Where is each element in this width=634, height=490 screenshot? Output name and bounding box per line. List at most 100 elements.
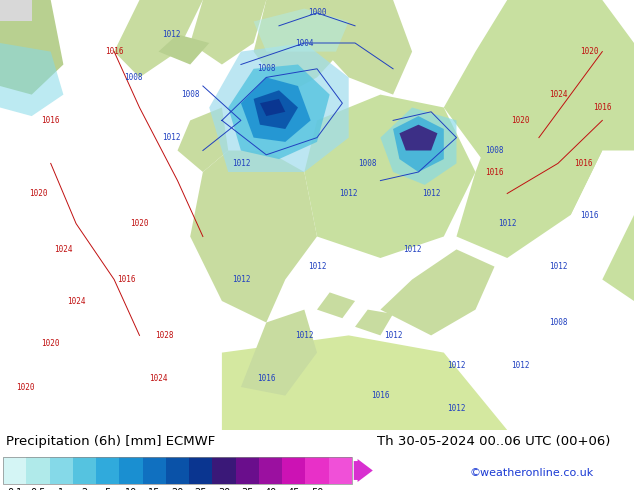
Polygon shape <box>158 34 209 65</box>
Text: 1008: 1008 <box>181 90 200 99</box>
Polygon shape <box>241 77 311 142</box>
Text: Th 30-05-2024 00..06 UTC (00+06): Th 30-05-2024 00..06 UTC (00+06) <box>377 435 611 448</box>
Bar <box>282 457 306 484</box>
Text: 1012: 1012 <box>162 30 181 39</box>
Bar <box>189 457 212 484</box>
Text: 25: 25 <box>195 488 207 490</box>
Polygon shape <box>380 249 495 335</box>
Bar <box>166 457 189 484</box>
Text: 1016: 1016 <box>485 168 504 176</box>
Text: 1020: 1020 <box>580 47 599 56</box>
Bar <box>212 457 236 484</box>
Text: 1012: 1012 <box>307 262 327 271</box>
Text: 1012: 1012 <box>384 331 403 340</box>
Text: 1024: 1024 <box>67 296 86 305</box>
Polygon shape <box>222 335 507 430</box>
Bar <box>3 457 27 484</box>
Text: 1028: 1028 <box>155 331 174 340</box>
Text: 0.1: 0.1 <box>7 488 22 490</box>
Text: ©weatheronline.co.uk: ©weatheronline.co.uk <box>469 468 593 478</box>
Polygon shape <box>178 107 228 172</box>
Bar <box>73 457 96 484</box>
Text: 1024: 1024 <box>548 90 567 99</box>
Polygon shape <box>190 150 317 322</box>
Text: 1016: 1016 <box>580 211 599 220</box>
Bar <box>236 457 259 484</box>
Text: 1012: 1012 <box>231 159 250 168</box>
Polygon shape <box>602 215 634 301</box>
Text: 1016: 1016 <box>105 47 124 56</box>
Text: 2: 2 <box>81 488 87 490</box>
Text: 1012: 1012 <box>162 133 181 142</box>
Text: 1020: 1020 <box>29 189 48 198</box>
Polygon shape <box>0 43 63 116</box>
Polygon shape <box>241 310 317 395</box>
Bar <box>259 457 282 484</box>
Polygon shape <box>114 0 203 77</box>
Text: 1004: 1004 <box>295 39 314 48</box>
Bar <box>328 457 352 484</box>
Text: 1020: 1020 <box>510 116 529 125</box>
Text: 1016: 1016 <box>41 116 60 125</box>
Text: 15: 15 <box>148 488 160 490</box>
Polygon shape <box>399 124 437 150</box>
Text: 1008: 1008 <box>358 159 377 168</box>
Text: 1020: 1020 <box>130 219 149 228</box>
Polygon shape <box>228 65 330 159</box>
Text: 50: 50 <box>311 488 323 490</box>
Text: 1: 1 <box>58 488 64 490</box>
Text: 20: 20 <box>171 488 184 490</box>
Text: 5: 5 <box>105 488 111 490</box>
FancyArrow shape <box>354 459 373 482</box>
Text: 1012: 1012 <box>422 189 441 198</box>
Text: Precipitation (6h) [mm] ECMWF: Precipitation (6h) [mm] ECMWF <box>6 435 216 448</box>
Text: 1012: 1012 <box>339 189 358 198</box>
Text: 1024: 1024 <box>149 374 168 383</box>
Polygon shape <box>0 0 32 22</box>
Text: 40: 40 <box>264 488 276 490</box>
Text: 1016: 1016 <box>574 159 593 168</box>
Polygon shape <box>444 0 634 215</box>
Text: 1016: 1016 <box>371 391 390 400</box>
Text: 1008: 1008 <box>485 146 504 155</box>
Text: 1000: 1000 <box>307 8 327 18</box>
Bar <box>306 457 328 484</box>
Text: 0.5: 0.5 <box>30 488 46 490</box>
Text: 35: 35 <box>241 488 254 490</box>
Bar <box>27 457 49 484</box>
Bar <box>3 457 352 484</box>
Bar <box>119 457 143 484</box>
Text: 1020: 1020 <box>16 383 35 392</box>
Text: 1016: 1016 <box>257 374 276 383</box>
Text: 45: 45 <box>288 488 300 490</box>
Bar <box>96 457 119 484</box>
Polygon shape <box>317 0 412 95</box>
Text: 1016: 1016 <box>117 275 136 284</box>
Polygon shape <box>317 293 355 318</box>
Polygon shape <box>260 99 285 116</box>
Text: 1012: 1012 <box>510 361 529 370</box>
Polygon shape <box>209 43 349 172</box>
Text: 1012: 1012 <box>403 245 422 254</box>
Text: 1016: 1016 <box>593 103 612 112</box>
Text: 30: 30 <box>218 488 230 490</box>
Polygon shape <box>190 0 266 65</box>
Text: 1012: 1012 <box>295 331 314 340</box>
Text: 1008: 1008 <box>548 318 567 327</box>
Text: 1008: 1008 <box>124 73 143 82</box>
Polygon shape <box>380 107 456 185</box>
Text: 1012: 1012 <box>231 275 250 284</box>
Polygon shape <box>393 116 444 172</box>
Bar <box>143 457 166 484</box>
Polygon shape <box>456 107 602 258</box>
Polygon shape <box>254 9 349 51</box>
Text: 1012: 1012 <box>447 361 466 370</box>
Text: 1012: 1012 <box>447 404 466 413</box>
Text: 1008: 1008 <box>257 64 276 74</box>
Polygon shape <box>304 95 476 258</box>
Bar <box>49 457 73 484</box>
Polygon shape <box>254 0 349 95</box>
Polygon shape <box>355 310 393 335</box>
Text: 1012: 1012 <box>498 219 517 228</box>
Text: 1020: 1020 <box>41 340 60 348</box>
